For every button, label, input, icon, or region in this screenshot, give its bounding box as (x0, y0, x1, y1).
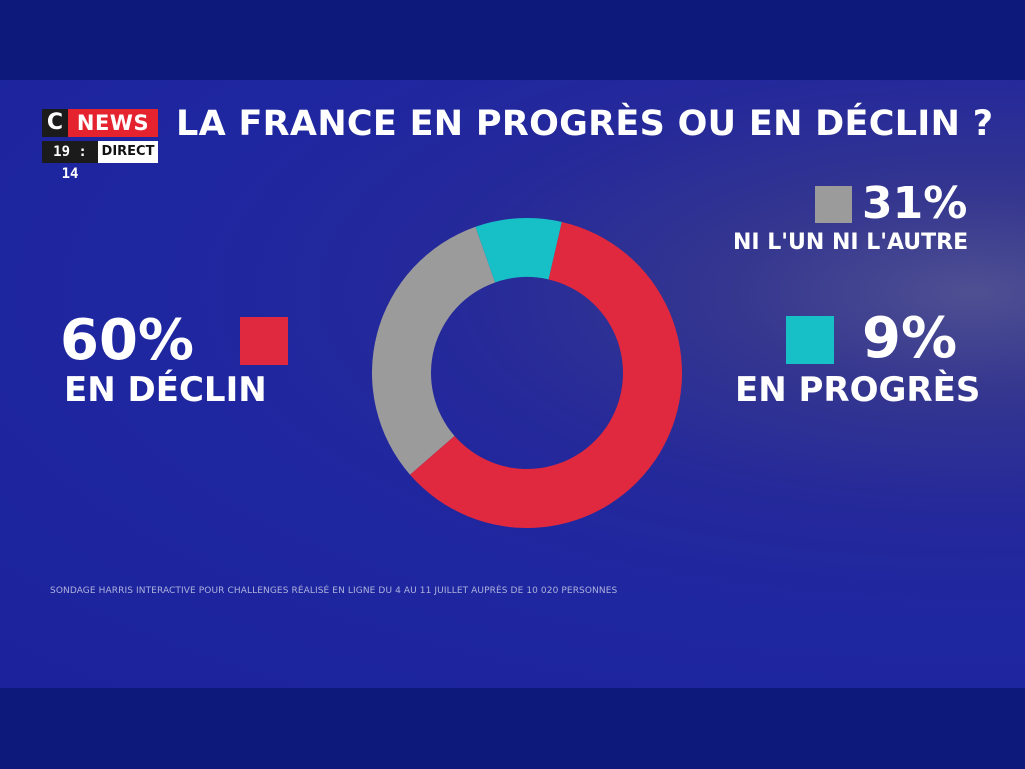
live-badge: DIRECT (98, 141, 158, 163)
channel-logo-c: C (42, 109, 68, 137)
slice-value-neither: 31% (862, 178, 968, 229)
legend-swatch-neither (815, 186, 852, 223)
legend-swatch-progress (786, 316, 834, 364)
donut-chart (372, 218, 682, 528)
slice-value-decline: 60% (60, 308, 195, 373)
donut-slice-progress (475, 218, 562, 283)
legend-swatch-decline (240, 317, 288, 365)
donut-slice-decline (410, 221, 682, 528)
slice-value-progress: 9% (862, 306, 958, 371)
slice-label-progress: EN PROGRÈS (735, 370, 981, 410)
chart-title: LA FRANCE EN PROGRÈS OU EN DÉCLIN ? (176, 104, 994, 144)
source-note: SONDAGE HARRIS INTERACTIVE POUR CHALLENG… (50, 586, 618, 596)
channel-logo-news: NEWS (68, 109, 158, 137)
donut-slice-neither (372, 226, 496, 475)
slice-label-neither: NI L'UN NI L'AUTRE (733, 230, 969, 255)
chart-panel (0, 80, 1025, 688)
slice-label-decline: EN DÉCLIN (64, 370, 267, 410)
broadcast-clock: 19 : 14 (42, 141, 98, 182)
